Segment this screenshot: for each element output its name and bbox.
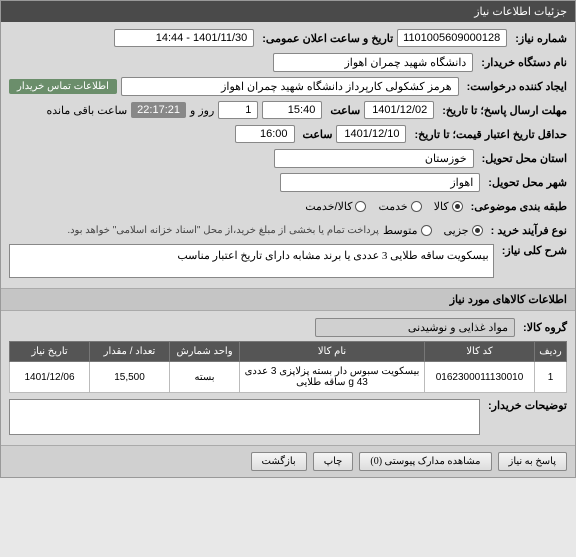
announce-label: تاریخ و ساعت اعلان عمومی:: [262, 32, 393, 45]
radio-goods-input[interactable]: [452, 201, 463, 212]
deadline-time-field: 15:40: [262, 101, 322, 119]
form-section: شماره نیاز: 1101005609000128 تاریخ و ساع…: [1, 22, 575, 288]
table-header-2: نام کالا: [240, 342, 425, 362]
items-table: ردیفکد کالانام کالاواحد شمارشتعداد / مقد…: [9, 341, 567, 393]
province-field: خوزستان: [274, 149, 474, 168]
buyer-org-field: دانشگاه شهید چمران اهواز: [273, 53, 473, 72]
radio-partial-label: جزیی: [444, 224, 469, 237]
table-header-0: ردیف: [535, 342, 567, 362]
radio-medium-input[interactable]: [421, 225, 432, 236]
city-field: اهواز: [280, 173, 480, 192]
radio-partial[interactable]: جزیی: [444, 224, 483, 237]
time-label-1: ساعت: [330, 104, 360, 117]
radio-service[interactable]: خدمت: [378, 200, 421, 213]
announce-field: 1401/11/30 - 14:44: [114, 29, 254, 47]
validity-time-field: 16:00: [235, 125, 295, 143]
panel-title: جزئیات اطلاعات نیاز: [474, 6, 567, 18]
need-number-field: 1101005609000128: [397, 29, 507, 47]
radio-both-label: کالا/خدمت: [305, 200, 352, 213]
deadline-date-field: 1401/12/02: [364, 101, 434, 119]
footer-bar: پاسخ به نیاز مشاهده مدارک پیوستی (0) چاپ…: [1, 445, 575, 477]
requester-label: ایجاد کننده درخواست:: [467, 80, 567, 93]
main-panel: جزئیات اطلاعات نیاز شماره نیاز: 11010056…: [0, 0, 576, 478]
city-label: شهر محل تحویل:: [488, 176, 567, 189]
days-label: روز و: [190, 104, 214, 117]
radio-service-label: خدمت: [378, 200, 407, 213]
print-button[interactable]: چاپ: [313, 452, 354, 471]
respond-button[interactable]: پاسخ به نیاز: [498, 452, 568, 471]
need-number-label: شماره نیاز:: [515, 32, 567, 45]
table-header-5: تاریخ نیاز: [10, 342, 90, 362]
validity-label: حداقل تاریخ اعتبار قیمت؛ تا تاریخ:: [414, 128, 567, 141]
panel-header: جزئیات اطلاعات نیاز: [1, 1, 575, 22]
time-label-2: ساعت: [303, 128, 333, 141]
desc-textarea[interactable]: [9, 244, 494, 278]
table-cell: 15,500: [90, 362, 170, 393]
group-label: گروه کالا:: [523, 321, 567, 334]
process-radio-group: جزیی متوسط: [383, 224, 483, 237]
buyer-org-label: نام دستگاه خریدار:: [481, 56, 567, 69]
items-header: اطلاعات کالاهای مورد نیاز: [1, 288, 575, 311]
radio-medium[interactable]: متوسط: [383, 224, 432, 237]
desc-label: شرح کلی نیاز:: [502, 244, 567, 257]
category-label: طبقه بندی موضوعی:: [471, 200, 567, 213]
radio-goods[interactable]: کالا: [434, 200, 463, 213]
attachments-button[interactable]: مشاهده مدارک پیوستی (0): [359, 452, 491, 471]
radio-both-input[interactable]: [355, 201, 366, 212]
table-cell: 0162300011130010: [425, 362, 535, 393]
days-field: 1: [218, 101, 258, 119]
validity-date-field: 1401/12/10: [336, 125, 406, 143]
group-field: مواد غذایی و نوشیدنی: [315, 318, 515, 337]
countdown-badge: 22:17:21: [131, 102, 186, 118]
province-label: استان محل تحویل:: [482, 152, 567, 165]
table-cell: بسته: [170, 362, 240, 393]
buyer-notes-label: توضیحات خریدار:: [488, 399, 567, 412]
radio-partial-input[interactable]: [472, 225, 483, 236]
radio-goods-label: کالا: [434, 200, 449, 213]
buyer-notes-box: [9, 399, 480, 435]
radio-medium-label: متوسط: [383, 224, 418, 237]
radio-both[interactable]: کالا/خدمت: [305, 200, 366, 213]
deadline-label: مهلت ارسال پاسخ؛ تا تاریخ:: [442, 104, 567, 117]
return-button[interactable]: بازگشت: [251, 452, 307, 471]
table-cell: 1: [535, 362, 567, 393]
table-header-1: کد کالا: [425, 342, 535, 362]
table-header-4: تعداد / مقدار: [90, 342, 170, 362]
remaining-label: ساعت باقی مانده: [46, 104, 127, 117]
items-section: گروه کالا: مواد غذایی و نوشیدنی ردیفکد ک…: [1, 311, 575, 445]
table-cell: بیسکویت سبوس دار بسته پزلاپزی 3 عددی 43 …: [240, 362, 425, 393]
radio-service-input[interactable]: [411, 201, 422, 212]
table-cell: 1401/12/06: [10, 362, 90, 393]
category-radio-group: کالا خدمت کالا/خدمت: [305, 200, 462, 213]
table-header-3: واحد شمارش: [170, 342, 240, 362]
payment-note: پرداخت تمام یا بخشی از مبلغ خرید،از محل …: [67, 225, 379, 236]
contact-badge[interactable]: اطلاعات تماس خریدار: [9, 79, 117, 94]
process-label: نوع فرآیند خرید :: [491, 224, 567, 237]
table-row[interactable]: 10162300011130010بیسکویت سبوس دار بسته پ…: [10, 362, 567, 393]
requester-field: هرمز کشکولی کارپرداز دانشگاه شهید چمران …: [121, 77, 459, 96]
